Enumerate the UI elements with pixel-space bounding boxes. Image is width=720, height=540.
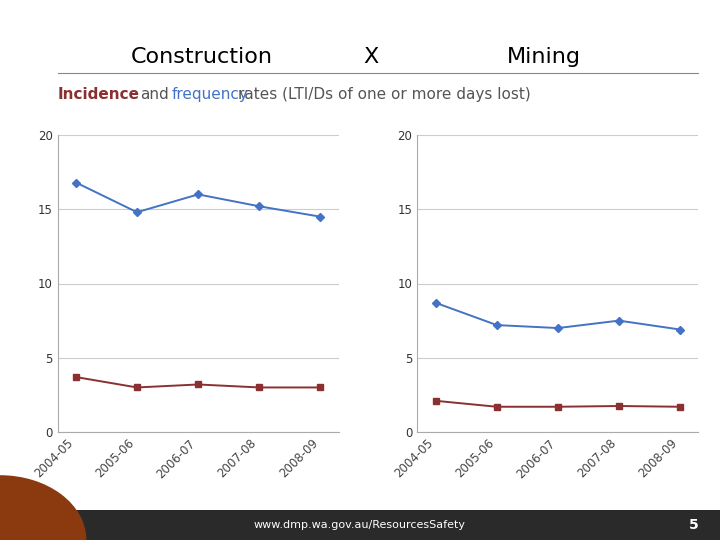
Text: frequency: frequency <box>171 87 248 102</box>
Text: 5: 5 <box>688 518 698 532</box>
Text: X: X <box>363 46 379 67</box>
Text: Construction: Construction <box>130 46 273 67</box>
Text: www.dmp.wa.gov.au/ResourcesSafety: www.dmp.wa.gov.au/ResourcesSafety <box>254 520 466 530</box>
Text: Mining: Mining <box>507 46 580 67</box>
Text: rates (LTI/Ds of one or more days lost): rates (LTI/Ds of one or more days lost) <box>238 87 531 102</box>
Text: and: and <box>140 87 169 102</box>
Text: Incidence: Incidence <box>58 87 140 102</box>
